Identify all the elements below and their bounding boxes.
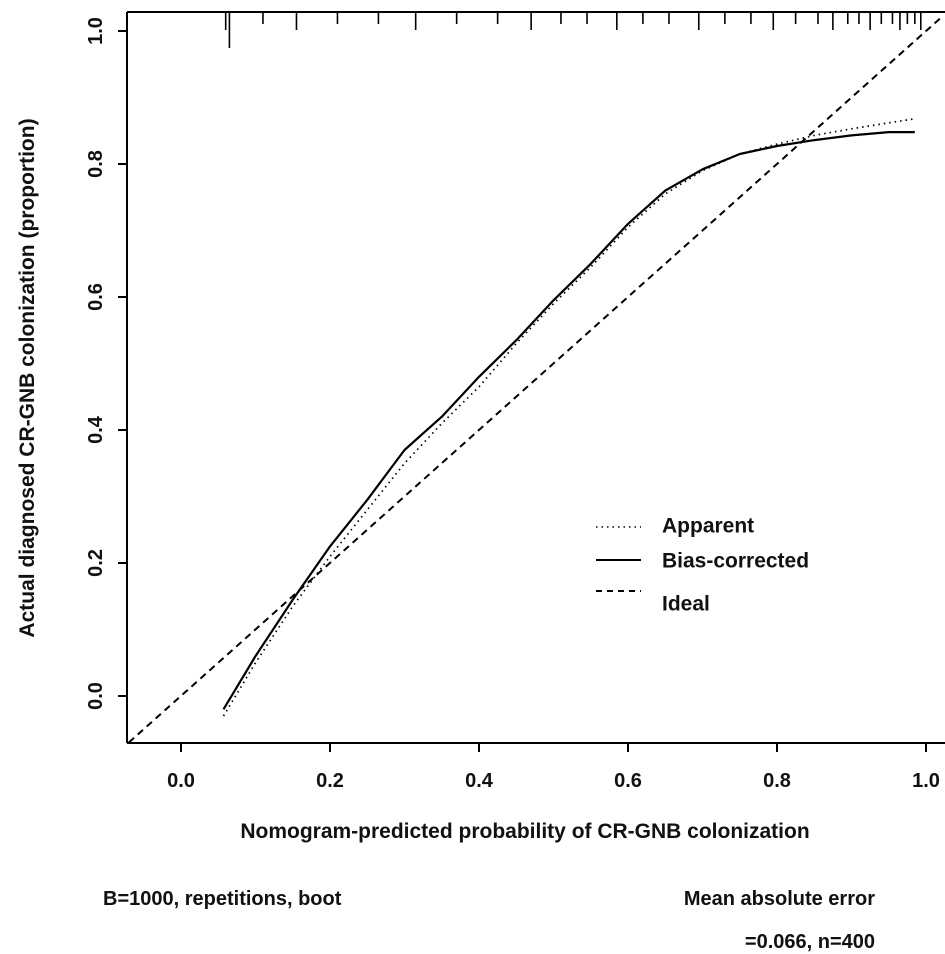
y-tick-label-1: 0.2 — [85, 549, 107, 577]
x-axis-title: Nomogram-predicted probability of CR-GNB… — [240, 820, 809, 843]
y-tick-label-0: 0.0 — [85, 682, 107, 710]
rug-ticks — [224, 12, 922, 48]
y-tick-label-3: 0.6 — [85, 283, 107, 311]
x-tick-label-0: 0.0 — [167, 770, 195, 792]
series-lines — [128, 16, 942, 743]
y-axis: 0.0 0.2 0.4 0.6 0.8 1.0 — [85, 17, 127, 710]
footer-bootstrap-note: B=1000, repetitions, boot — [103, 888, 342, 910]
legend: Apparent Bias-corrected Ideal — [596, 515, 809, 616]
x-tick-label-3: 0.6 — [614, 770, 642, 792]
footer-mae-line2: =0.066, n=400 — [745, 931, 875, 953]
x-tick-label-5: 1.0 — [912, 770, 940, 792]
x-tick-label-4: 0.8 — [763, 770, 791, 792]
y-axis-title: Actual diagnosed CR-GNB colonization (pr… — [16, 118, 39, 637]
y-tick-label-2: 0.4 — [85, 415, 107, 444]
series-line-ideal — [128, 16, 942, 743]
x-tick-label-1: 0.2 — [316, 770, 344, 792]
x-tick-label-2: 0.4 — [465, 770, 494, 792]
footer-mae-line1: Mean absolute error — [684, 888, 875, 910]
legend-label-bias-corrected: Bias-corrected — [662, 550, 809, 573]
series-line-bias-corrected — [222, 131, 915, 710]
y-tick-label-4: 0.8 — [85, 150, 107, 178]
legend-label-apparent: Apparent — [662, 515, 754, 538]
series-line-apparent — [222, 117, 915, 717]
legend-label-ideal: Ideal — [662, 593, 710, 616]
x-axis: 0.0 0.2 0.4 0.6 0.8 1.0 — [167, 743, 940, 792]
y-tick-label-5: 1.0 — [85, 17, 107, 45]
